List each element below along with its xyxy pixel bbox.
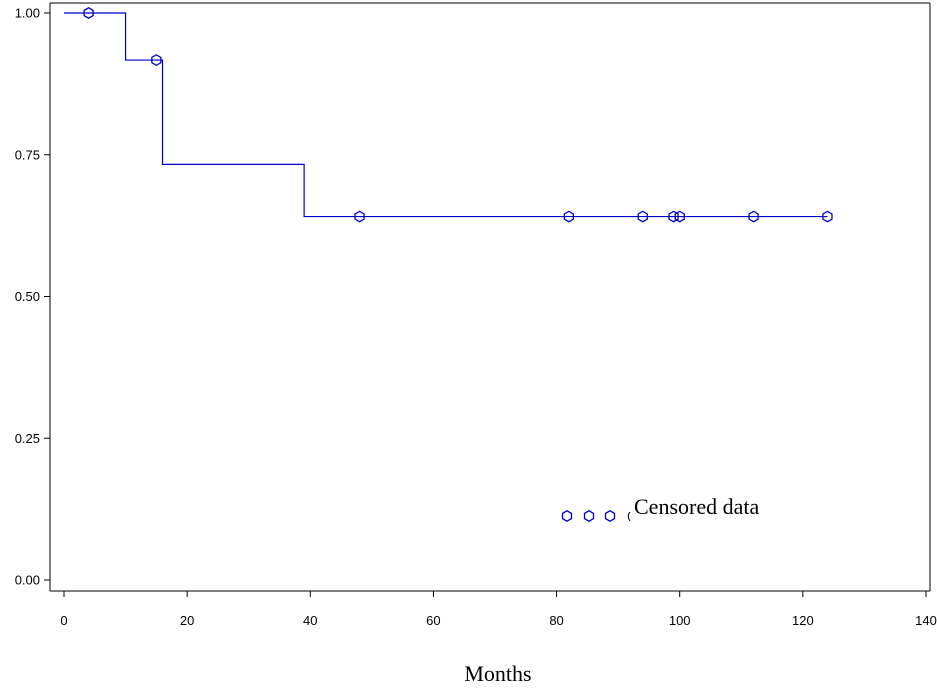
plot-area bbox=[49, 2, 931, 592]
censored-point bbox=[83, 7, 94, 19]
survival-step-line bbox=[64, 12, 828, 218]
censored-point bbox=[354, 210, 365, 223]
legend-glyph-fragment bbox=[627, 511, 631, 522]
y-tick-label: 1.00 bbox=[15, 6, 40, 21]
y-tick-label: 0.75 bbox=[15, 147, 40, 162]
censored-point bbox=[151, 54, 162, 67]
censored-point bbox=[637, 210, 648, 223]
legend-censor-marker bbox=[604, 510, 616, 522]
y-axis-ticks: 0.00 0.25 0.50 0.75 1.00 bbox=[15, 6, 50, 588]
y-tick-label: 0.50 bbox=[15, 289, 40, 304]
censored-point bbox=[822, 210, 833, 223]
series-layer bbox=[64, 7, 833, 223]
x-tick-label: 100 bbox=[669, 613, 691, 628]
x-tick-label: 60 bbox=[426, 613, 440, 628]
legend: Censored data bbox=[561, 494, 759, 522]
x-axis-label: Months bbox=[464, 661, 531, 686]
censored-point bbox=[674, 210, 685, 223]
x-tick-label: 120 bbox=[792, 613, 814, 628]
y-tick-label: 0.25 bbox=[15, 431, 40, 446]
x-tick-label: 40 bbox=[303, 613, 317, 628]
censored-point bbox=[668, 210, 679, 223]
x-tick-label: 140 bbox=[915, 613, 937, 628]
censored-point bbox=[748, 210, 759, 223]
legend-censor-marker bbox=[561, 510, 573, 522]
x-tick-label: 80 bbox=[549, 613, 563, 628]
x-tick-label: 20 bbox=[180, 613, 194, 628]
x-axis-ticks: 0 20 40 60 80 100 120 140 bbox=[60, 591, 937, 628]
legend-censor-marker bbox=[583, 510, 595, 522]
y-tick-label: 0.00 bbox=[15, 573, 40, 588]
censored-point bbox=[563, 210, 575, 223]
x-tick-label: 0 bbox=[60, 613, 67, 628]
legend-label: Censored data bbox=[634, 494, 759, 519]
